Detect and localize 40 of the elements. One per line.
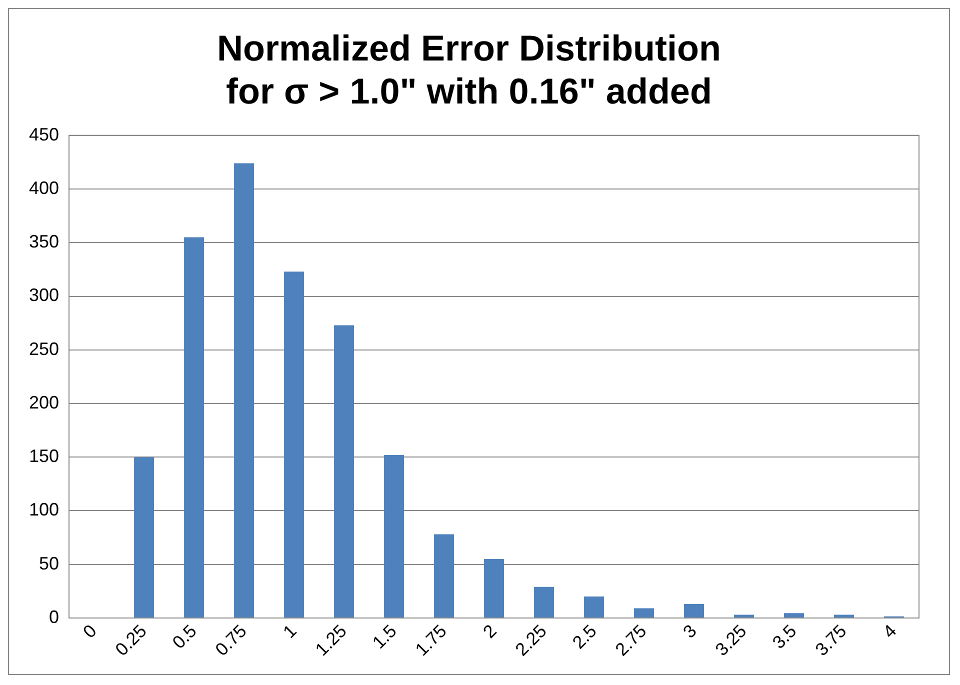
y-tick-label: 100: [28, 500, 60, 520]
y-tick-label: 400: [28, 178, 60, 198]
bar: [834, 614, 854, 618]
y-tick-label: 150: [28, 446, 60, 466]
bar: [384, 454, 404, 618]
x-tick-label: 0.5: [168, 620, 200, 653]
bar: [734, 614, 754, 618]
bar: [234, 163, 254, 618]
y-tick-label: 0: [49, 606, 60, 627]
bar: [134, 457, 154, 618]
y-tick-label: 450: [28, 124, 60, 144]
x-tick-label: 2: [479, 620, 500, 642]
bar: [784, 613, 804, 618]
text: for σ > 1.0" with 0.16" added: [226, 70, 712, 112]
x-tick-label: 2.5: [568, 620, 600, 653]
x-tick-label: 3.25: [711, 620, 750, 660]
bar: [684, 604, 704, 618]
bar: [184, 237, 204, 618]
x-tick-label: 3: [679, 620, 700, 642]
bar: [284, 272, 304, 618]
x-tick-label: 4: [879, 620, 900, 642]
x-tick-label: 0.75: [211, 620, 250, 660]
x-tick-label: 0.25: [111, 620, 150, 660]
bar: [534, 586, 554, 618]
bar: [584, 596, 604, 618]
y-tick-label: 200: [28, 392, 60, 412]
x-tick-label: 1: [279, 620, 300, 642]
x-tick-label: 0: [79, 620, 100, 642]
x-tick-label: 3.75: [811, 620, 850, 660]
y-tick-label: 250: [28, 338, 60, 359]
y-tick-label: 300: [28, 285, 60, 306]
bar: [634, 608, 654, 618]
bar: [334, 325, 354, 618]
text: Normalized Error Distribution: [216, 28, 722, 69]
x-tick-label: 1.5: [368, 620, 400, 653]
y-tick-label: 350: [28, 232, 60, 252]
y-tick-label: 50: [39, 553, 60, 574]
bar: [434, 534, 454, 618]
x-tick-label: 3.5: [768, 620, 800, 653]
bar: [484, 558, 504, 618]
